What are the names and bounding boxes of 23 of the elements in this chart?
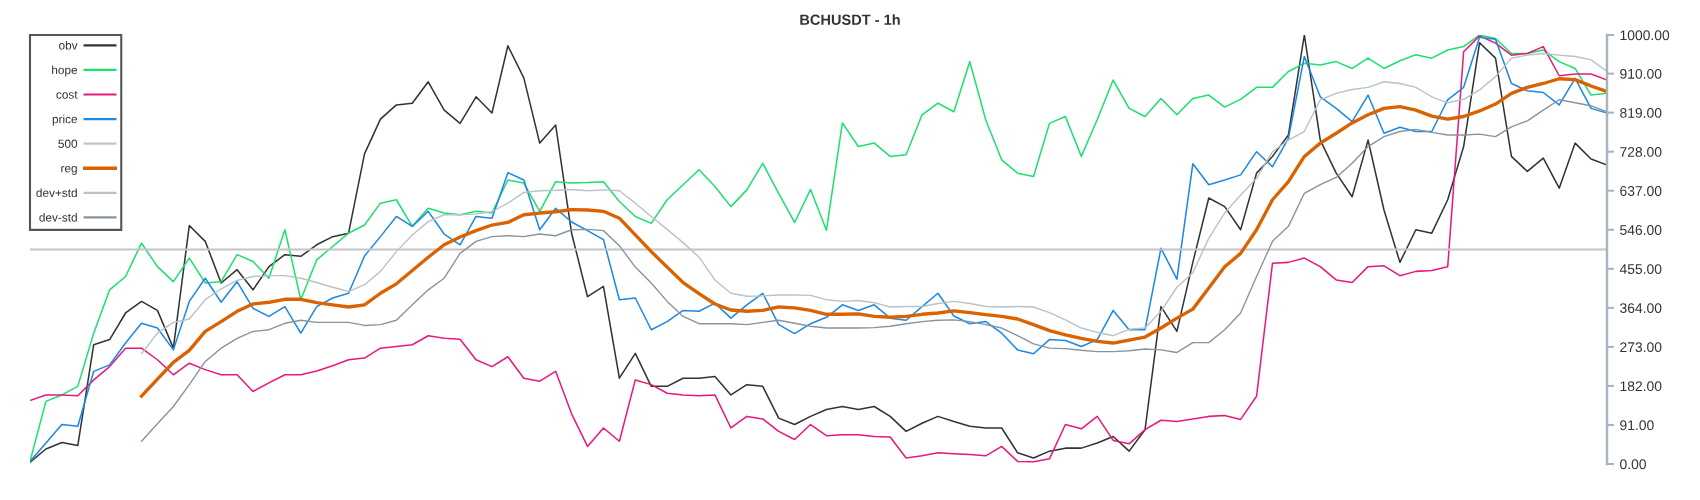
y-tick-label: 182.00 <box>1620 381 1662 392</box>
y-tick-label: 1000.00 <box>1620 30 1670 41</box>
y-tick-label: 910.00 <box>1620 68 1662 79</box>
legend-label: obv <box>59 40 78 50</box>
y-tick-label: 637.00 <box>1620 186 1662 196</box>
y-tick-label: 364.00 <box>1620 303 1662 314</box>
legend-label: hope <box>52 65 78 77</box>
y-tick-label: 455.00 <box>1619 264 1662 274</box>
legend-label: cost <box>56 90 78 99</box>
y-tick-label: 0.00 <box>1620 459 1646 470</box>
y-tick-label: 273.00 <box>1620 342 1662 353</box>
legend-label: price <box>52 114 78 126</box>
legend-label: reg <box>61 166 77 175</box>
legend-label: 500 <box>58 139 78 148</box>
legend-label: dev+std <box>36 188 77 198</box>
line-series <box>139 77 1607 398</box>
y-tick-label: 819.00 <box>1620 107 1662 118</box>
chart-title: BCHUSDT - 1h <box>800 14 900 25</box>
y-tick-label: 728.00 <box>1620 147 1662 157</box>
y-tick-label: 91.00 <box>1620 420 1654 431</box>
legend-label: dev-std <box>39 212 77 222</box>
y-tick-label: 546.00 <box>1620 225 1662 235</box>
line-series <box>140 99 1607 442</box>
